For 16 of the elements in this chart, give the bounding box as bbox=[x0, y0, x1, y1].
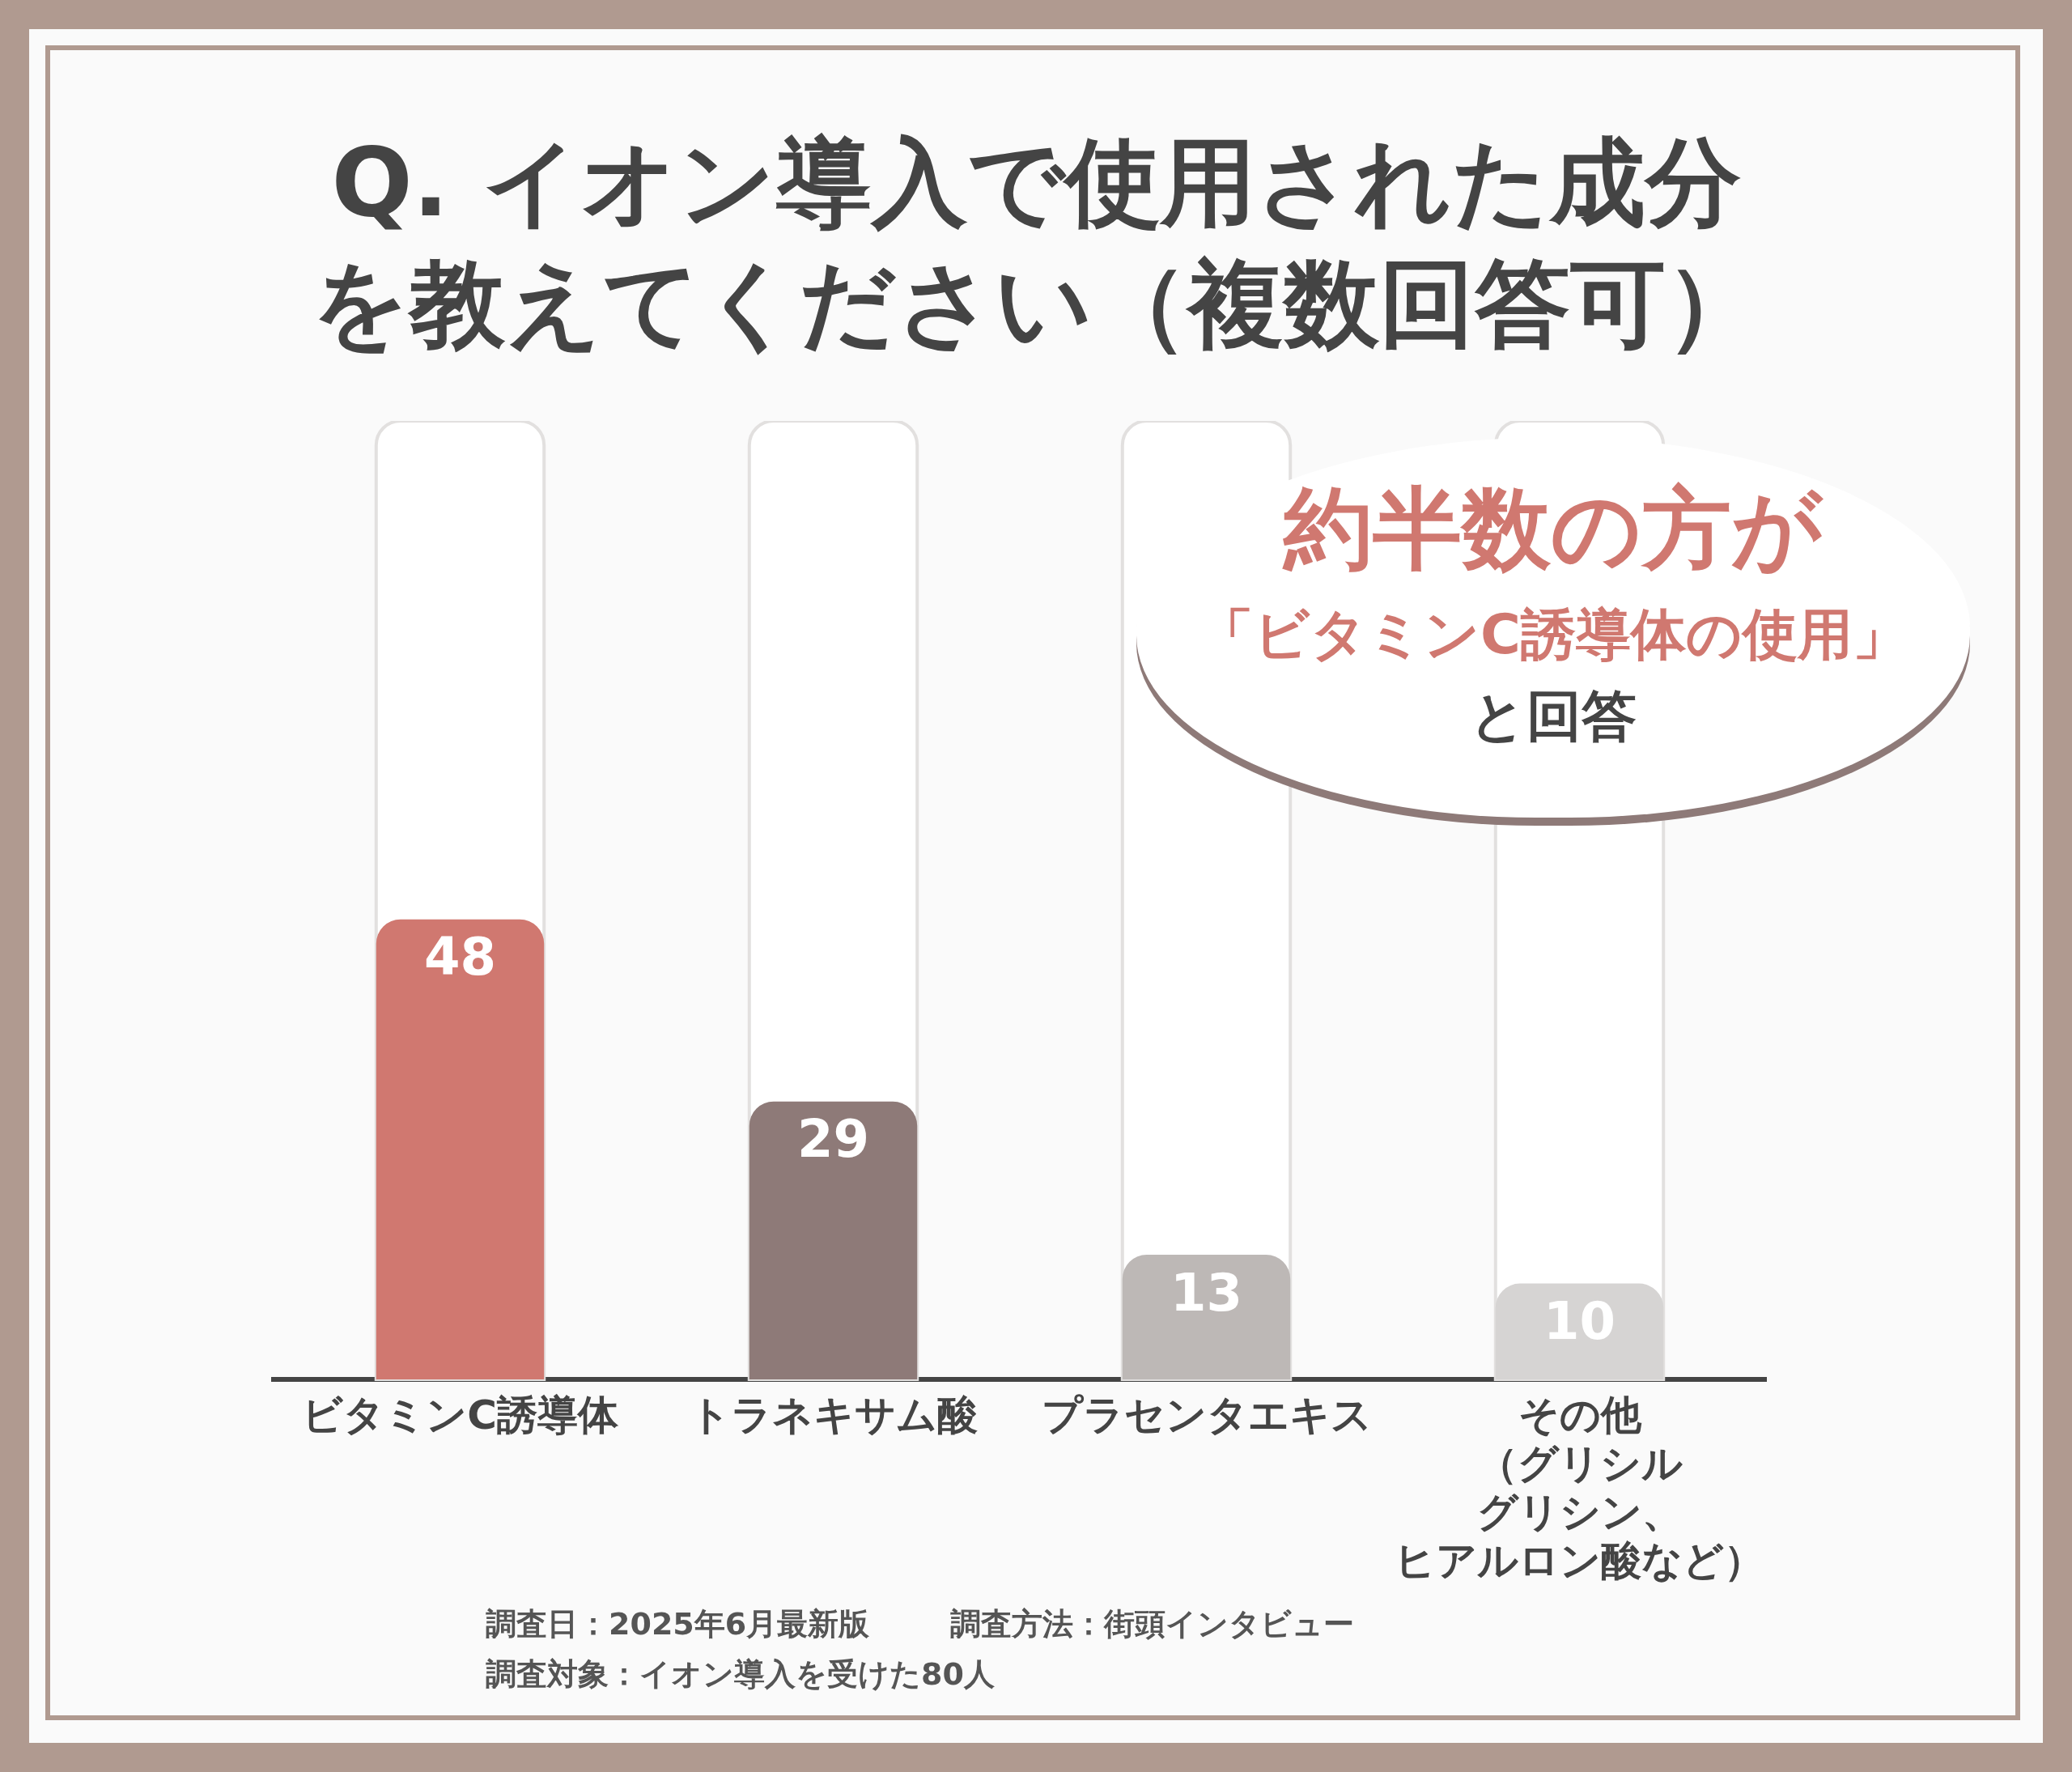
chart-title: Q. イオン導入で使用された成分を教えてください（複数回答可） bbox=[310, 125, 1762, 361]
text: 調査方法：街頭インタビュー bbox=[950, 1606, 1355, 1642]
text: 調査日：2025年6月最新版 bbox=[486, 1606, 870, 1642]
x-tick-label: その他（グリシルグリシン、ヒアルロン酸など） bbox=[1395, 1391, 1764, 1584]
annotation: 「ビタミンC誘導体の使用」 bbox=[1198, 601, 1909, 668]
x-tick-label: トラネキサム酸 bbox=[689, 1391, 978, 1438]
bar bbox=[1122, 1255, 1291, 1379]
text: 調査対象：イオン導入を受けた80人 bbox=[486, 1656, 995, 1692]
annotation: と回答 bbox=[1469, 683, 1637, 750]
x-tick-label: プラセンタエキス bbox=[1041, 1391, 1372, 1438]
data-label: 13 bbox=[1170, 1262, 1243, 1323]
x-tick-label: ビタミンC誘導体 bbox=[302, 1391, 619, 1438]
data-label: 29 bbox=[796, 1109, 870, 1170]
data-label: 48 bbox=[423, 927, 497, 988]
bar bbox=[749, 1101, 918, 1379]
annotation: 約半数の方が bbox=[1281, 476, 1824, 582]
